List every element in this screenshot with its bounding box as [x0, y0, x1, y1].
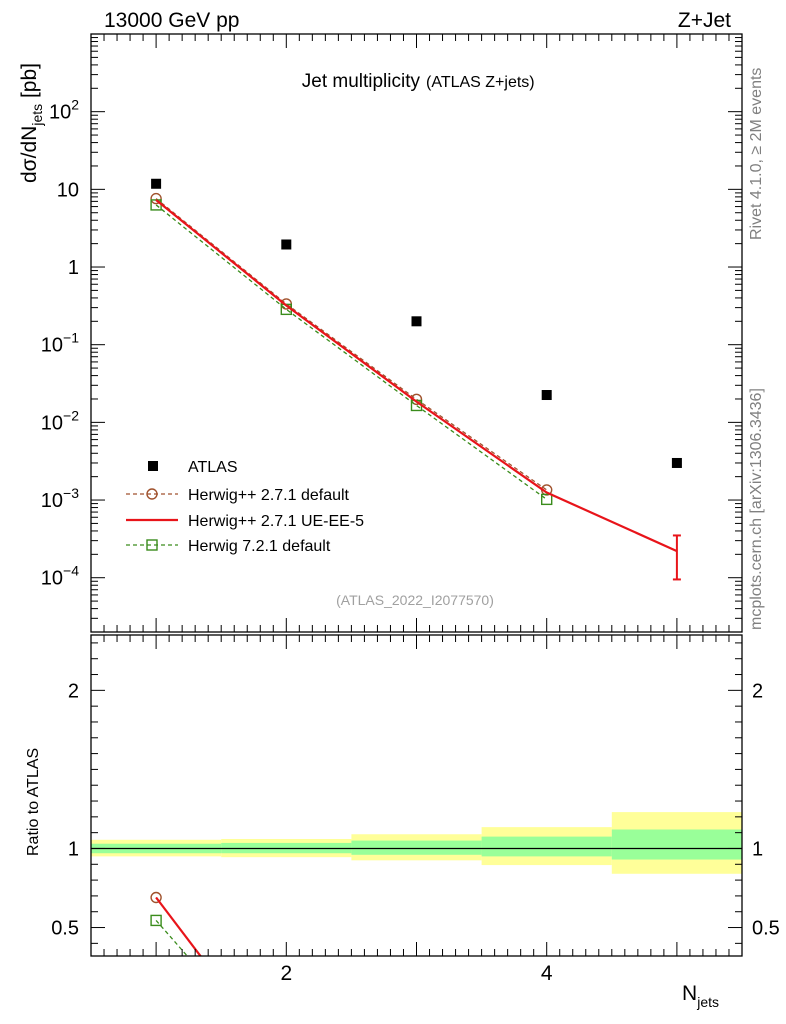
header-energy-label: 13000 GeV pp [104, 9, 239, 32]
y-tick-label: 2 [68, 680, 79, 702]
main-y-axis-label: dσ/dNjets [pb] [18, 63, 45, 183]
analysis-tag: (ATLAS_2022_I2077570) [336, 592, 494, 608]
y-tick-label: 10−1 [41, 330, 79, 357]
ratio-series-line [155, 896, 202, 956]
data-marker [411, 316, 422, 327]
data-marker [148, 461, 158, 471]
circle-marker [150, 192, 162, 205]
y-tick-label: 10 [57, 179, 79, 201]
data-marker [671, 457, 682, 468]
y-tick-label: 102 [49, 97, 79, 124]
y-tick-label: 1 [68, 257, 79, 279]
band-green [481, 836, 612, 857]
y-tick-label-right: 1 [752, 838, 763, 860]
data-marker [151, 178, 162, 189]
circle-marker [150, 891, 162, 904]
header-process-label: Z+Jet [678, 9, 731, 32]
ratio-frame [90, 634, 743, 957]
circle-marker [410, 393, 423, 406]
y-tick-label: 10−3 [41, 485, 79, 512]
circle-marker [146, 488, 158, 500]
data-marker [541, 390, 552, 401]
y-tick-label: 0.5 [51, 918, 79, 940]
mcplots-source-label: mcplots.cern.ch [arXiv:1306.3436] [748, 388, 765, 630]
y-tick-label: 10−4 [41, 563, 79, 590]
ratio-y-axis-label: Ratio to ATLAS [25, 748, 42, 856]
data-marker [281, 239, 292, 250]
legend-label: Herwig++ 2.7.1 UE-EE-5 [188, 513, 364, 530]
y-tick-label: 10−2 [41, 407, 79, 434]
legend: ATLAS Herwig++ 2.7.1 default Herwig++ 2.7.… [126, 459, 364, 555]
square-marker [146, 539, 158, 551]
ratio-panel: 2 4 0.5 0.5 1 1 2 2 Ratio to ATLAS Njets [25, 634, 780, 1010]
legend-label: Herwig 7.2.1 default [188, 538, 331, 555]
x-tick-label: 2 [280, 962, 292, 985]
x-axis-label: Njets [682, 982, 719, 1010]
legend-label: ATLAS [188, 459, 238, 476]
y-tick-label: 1 [68, 838, 79, 860]
main-title: Jet multiplicity [302, 71, 421, 92]
y-tick-label-right: 0.5 [752, 918, 780, 940]
series-line [155, 199, 678, 553]
main-subtitle: (ATLAS Z+jets) [426, 74, 535, 91]
square-marker [150, 914, 162, 927]
ratio-series-line [155, 919, 189, 956]
rivet-version-label: Rivet 4.1.0, ≥ 2M events [748, 68, 765, 240]
series-line [155, 198, 548, 491]
series-line [155, 204, 548, 500]
legend-label: Herwig++ 2.7.1 default [188, 487, 350, 504]
band-green [611, 829, 742, 860]
y-tick-label-right: 2 [752, 680, 763, 702]
square-marker [541, 493, 553, 506]
band-green [351, 840, 482, 855]
x-tick-label: 4 [541, 962, 553, 985]
